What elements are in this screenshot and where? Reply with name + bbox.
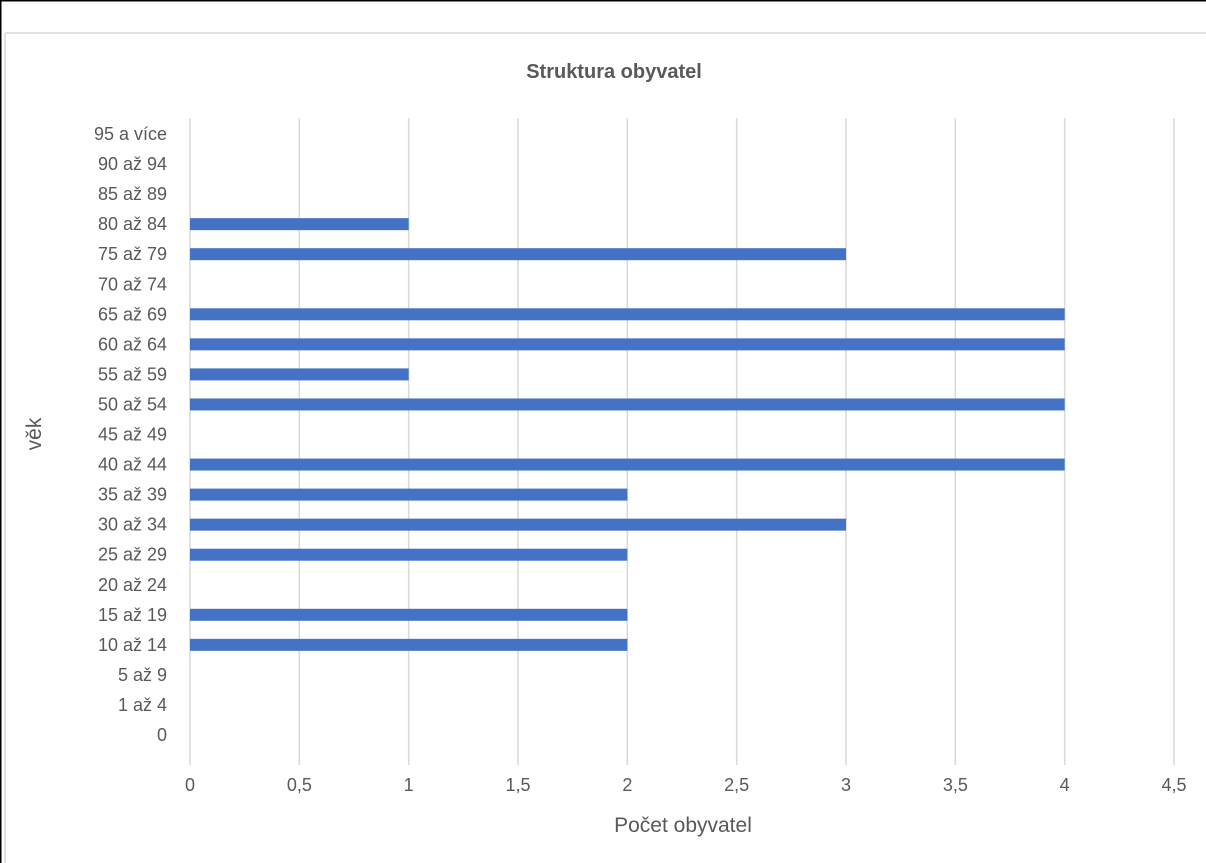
x-tick-label: 1 [404,775,414,795]
bar-17 [190,218,409,231]
x-tick-label: 1,5 [505,775,530,795]
y-tick-label: 65 až 69 [98,304,167,324]
bar-7 [190,518,846,531]
y-axis-label: věk [23,417,46,450]
bar-11 [190,398,1065,411]
y-tick-label: 5 až 9 [118,665,167,685]
bar-16 [190,248,846,261]
y-tick-label: 15 až 19 [98,605,167,625]
y-tick-label: 25 až 29 [98,545,167,565]
y-tick-label: 90 až 94 [98,154,167,174]
x-tick-label: 4 [1060,775,1070,795]
x-tick-label: 0 [185,775,195,795]
y-tick-label: 60 až 64 [98,334,167,354]
y-tick-label: 40 až 44 [98,455,167,475]
x-tick-label: 2 [622,775,632,795]
y-tick-label: 85 až 89 [98,184,167,204]
x-axis-label: Počet obyvatel [614,814,752,837]
bar-9 [190,458,1065,471]
y-tick-label: 80 až 84 [98,214,167,234]
bar-13 [190,338,1065,351]
y-tick-label: 45 až 49 [98,425,167,445]
y-tick-label: 55 až 59 [98,364,167,384]
bar-12 [190,368,409,381]
bars [190,218,1065,651]
bar-6 [190,548,628,561]
y-tick-label: 95 a více [94,124,167,144]
x-tick-label: 2,5 [724,775,749,795]
y-tick-label: 70 až 74 [98,274,167,294]
bar-3 [190,638,628,651]
x-tick-label: 3,5 [943,775,968,795]
chart-title: Struktura obyvatel [526,61,702,83]
y-tick-label: 75 až 79 [98,244,167,264]
bar-14 [190,308,1065,321]
grid-lines [189,118,1175,765]
y-tick-label: 50 až 54 [98,394,167,414]
x-tick-label: 3 [841,775,851,795]
y-tick-label: 0 [157,725,167,745]
x-tick-label: 4,5 [1161,775,1186,795]
bar-4 [190,608,628,621]
y-tick-label: 30 až 34 [98,515,167,535]
y-tick-label: 35 až 39 [98,485,167,505]
x-tick-labels: 0 0,5 1 1,5 2 2,5 3 3,5 4 4,5 [185,775,1187,795]
y-tick-label: 20 až 24 [98,575,167,595]
y-tick-label: 1 až 4 [118,695,167,715]
y-tick-label: 10 až 14 [98,635,167,655]
bar-8 [190,488,628,501]
y-tick-labels: 0 1 až 4 5 až 9 10 až 14 15 až 19 20 až 24 25 … [94,124,167,745]
x-tick-label: 0,5 [287,775,312,795]
